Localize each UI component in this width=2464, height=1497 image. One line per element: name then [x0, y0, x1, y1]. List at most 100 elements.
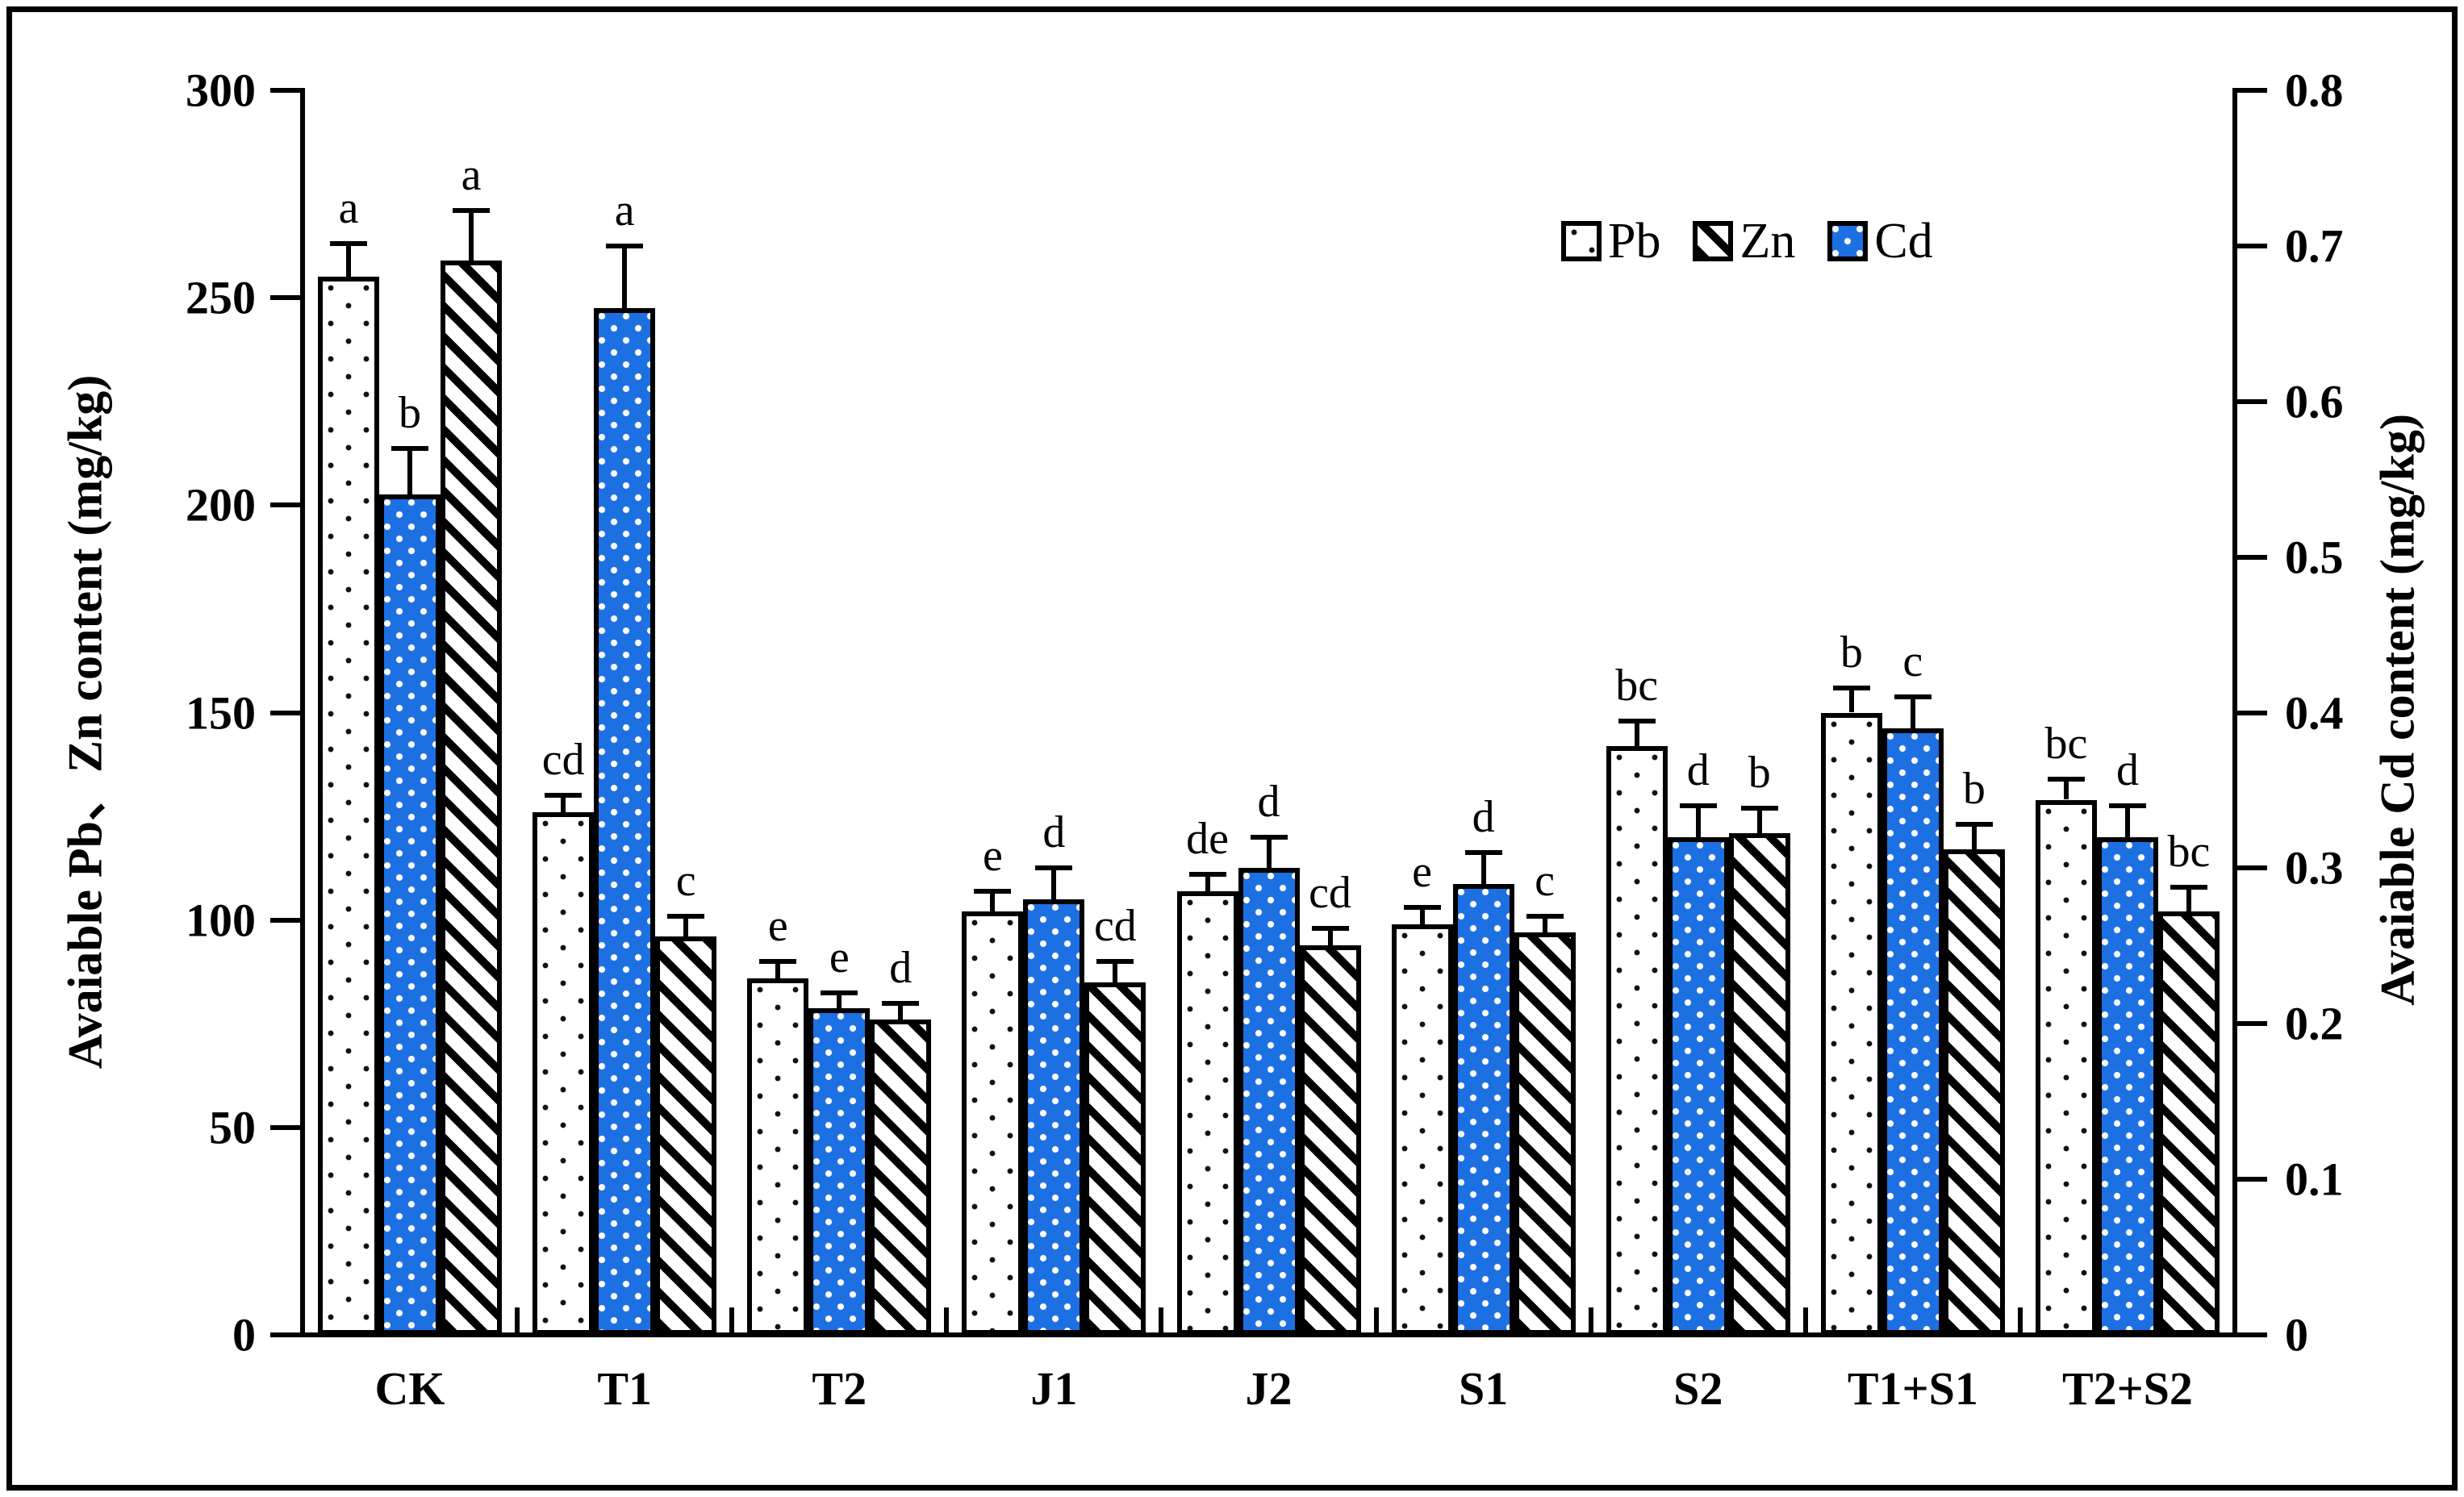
significance-letter: de: [1186, 814, 1229, 865]
error-bar-cap-zn: [1311, 925, 1349, 931]
error-bar-cap-cd: [1679, 803, 1717, 809]
x-axis-category-label: S1: [1458, 1362, 1509, 1415]
bar-cd-t2: [808, 1007, 871, 1335]
x-axis-category-tick: [729, 1307, 735, 1335]
right-axis-tick: [2235, 88, 2267, 93]
error-bar-cap-zn: [667, 913, 705, 919]
significance-letter: cd: [1309, 867, 1351, 918]
x-axis-category-tick: [1802, 1307, 1808, 1335]
x-axis-category-label: T2: [812, 1362, 867, 1415]
significance-letter: d: [1472, 792, 1495, 843]
right-axis-tick-label: 0.2: [2285, 997, 2344, 1050]
significance-letter: c: [675, 855, 696, 906]
significance-letter: e: [767, 901, 788, 952]
error-bar-cap-cd: [2108, 803, 2146, 809]
error-bar-cap-pb: [545, 793, 583, 799]
error-bar-cap-pb: [1832, 685, 1870, 690]
right-axis-tick-label: 0: [2285, 1308, 2308, 1361]
legend-item-cd: Cd: [1827, 216, 1933, 266]
right-axis-tick: [2235, 554, 2267, 560]
error-bar-cap-zn: [2170, 884, 2207, 890]
error-bar-cap-zn: [882, 1000, 920, 1006]
x-axis-category-tick: [2017, 1307, 2023, 1335]
x-axis-category-tick: [515, 1307, 520, 1335]
right-axis-tick-label: 0.5: [2285, 531, 2344, 584]
error-bar-pb: [775, 961, 781, 978]
left-axis-tick: [270, 710, 303, 715]
error-bar-cd: [622, 245, 628, 309]
error-bar-zn: [2186, 886, 2191, 912]
legend-item-zn: Zn: [1693, 216, 1795, 266]
bar-pb-j2: [1176, 890, 1238, 1335]
significance-letter: e: [982, 830, 1003, 881]
error-bar-cap-pb: [759, 959, 797, 965]
error-bar-cap-pb: [330, 241, 368, 247]
right-axis-tick: [2235, 1177, 2267, 1182]
left-axis-tick-label: 100: [186, 894, 256, 947]
significance-letter: c: [1902, 636, 1923, 687]
error-bar-pb: [1634, 720, 1639, 746]
significance-letter: d: [2115, 745, 2139, 796]
left-axis-tick-label: 50: [209, 1101, 256, 1154]
x-axis-category-label: J1: [1030, 1362, 1078, 1415]
error-bar-cap-pb: [974, 888, 1012, 894]
significance-letter: d: [1686, 745, 1710, 796]
bar-cd-j2: [1238, 868, 1300, 1335]
error-bar-pb: [990, 890, 996, 912]
significance-letter: c: [1535, 855, 1556, 906]
right-y-axis-title: Avaiable Cd content (mg/kg): [2370, 414, 2424, 1006]
error-bar-cap-cd: [391, 445, 429, 451]
error-bar-cap-zn: [1955, 822, 1993, 828]
significance-letter: e: [1412, 847, 1433, 898]
bar-cd-ck: [379, 494, 441, 1335]
significance-letter: d: [889, 942, 913, 993]
bar-pb-t2+s2: [2035, 799, 2097, 1335]
right-axis-tick-label: 0.8: [2285, 64, 2344, 117]
error-bar-zn: [1756, 807, 1762, 833]
error-bar-cd: [407, 448, 413, 495]
x-axis-category-tick: [944, 1307, 950, 1335]
error-bar-cap-cd: [1250, 834, 1288, 840]
right-axis-tick: [2235, 1332, 2267, 1337]
right-axis-tick: [2235, 865, 2267, 871]
significance-letter: b: [399, 387, 422, 438]
error-bar-cd: [1051, 868, 1057, 899]
significance-letter: cd: [541, 735, 585, 786]
legend-label-pb: Pb: [1608, 214, 1661, 269]
legend-swatch-pb: [1561, 221, 1602, 261]
error-bar-pb: [1848, 687, 1854, 713]
bar-zn-t1: [655, 936, 717, 1335]
left-axis-tick: [270, 1332, 303, 1337]
error-bar-pb: [1419, 907, 1425, 924]
legend: Pb Zn Cd: [1561, 216, 1933, 266]
left-axis-tick-label: 250: [186, 271, 256, 324]
x-axis-category-label: S2: [1673, 1362, 1723, 1415]
error-bar-zn: [683, 915, 689, 937]
legend-item-pb: Pb: [1561, 216, 1660, 266]
left-axis-tick: [270, 88, 303, 93]
legend-label-zn: Zn: [1739, 214, 1796, 269]
bar-zn-ck: [441, 260, 503, 1335]
error-bar-cap-pb: [1403, 905, 1441, 911]
bar-zn-j2: [1299, 944, 1361, 1335]
left-axis-tick-label: 300: [186, 64, 256, 117]
error-bar-zn: [1542, 915, 1547, 933]
bar-zn-t2: [870, 1020, 932, 1335]
error-bar-cap-pb: [1618, 718, 1656, 723]
bar-cd-t1+s1: [1881, 728, 1944, 1335]
bar-cd-s1: [1452, 883, 1514, 1335]
bar-pb-ck: [318, 277, 380, 1335]
bar-pb-t1+s1: [1820, 712, 1882, 1335]
error-bar-cap-cd: [1464, 850, 1502, 856]
x-axis-category-tick: [1373, 1307, 1379, 1335]
bar-cd-t2+s2: [2096, 836, 2158, 1335]
legend-swatch-cd: [1827, 221, 1869, 261]
bar-cd-t1: [594, 308, 656, 1335]
x-axis-category-label: J2: [1245, 1362, 1293, 1415]
figure-border: [6, 6, 2458, 1491]
bar-cd-s2: [1667, 836, 1729, 1335]
bar-cd-j1: [1023, 899, 1085, 1335]
significance-letter: cd: [1093, 901, 1137, 952]
left-axis-tick-label: 200: [186, 478, 256, 532]
